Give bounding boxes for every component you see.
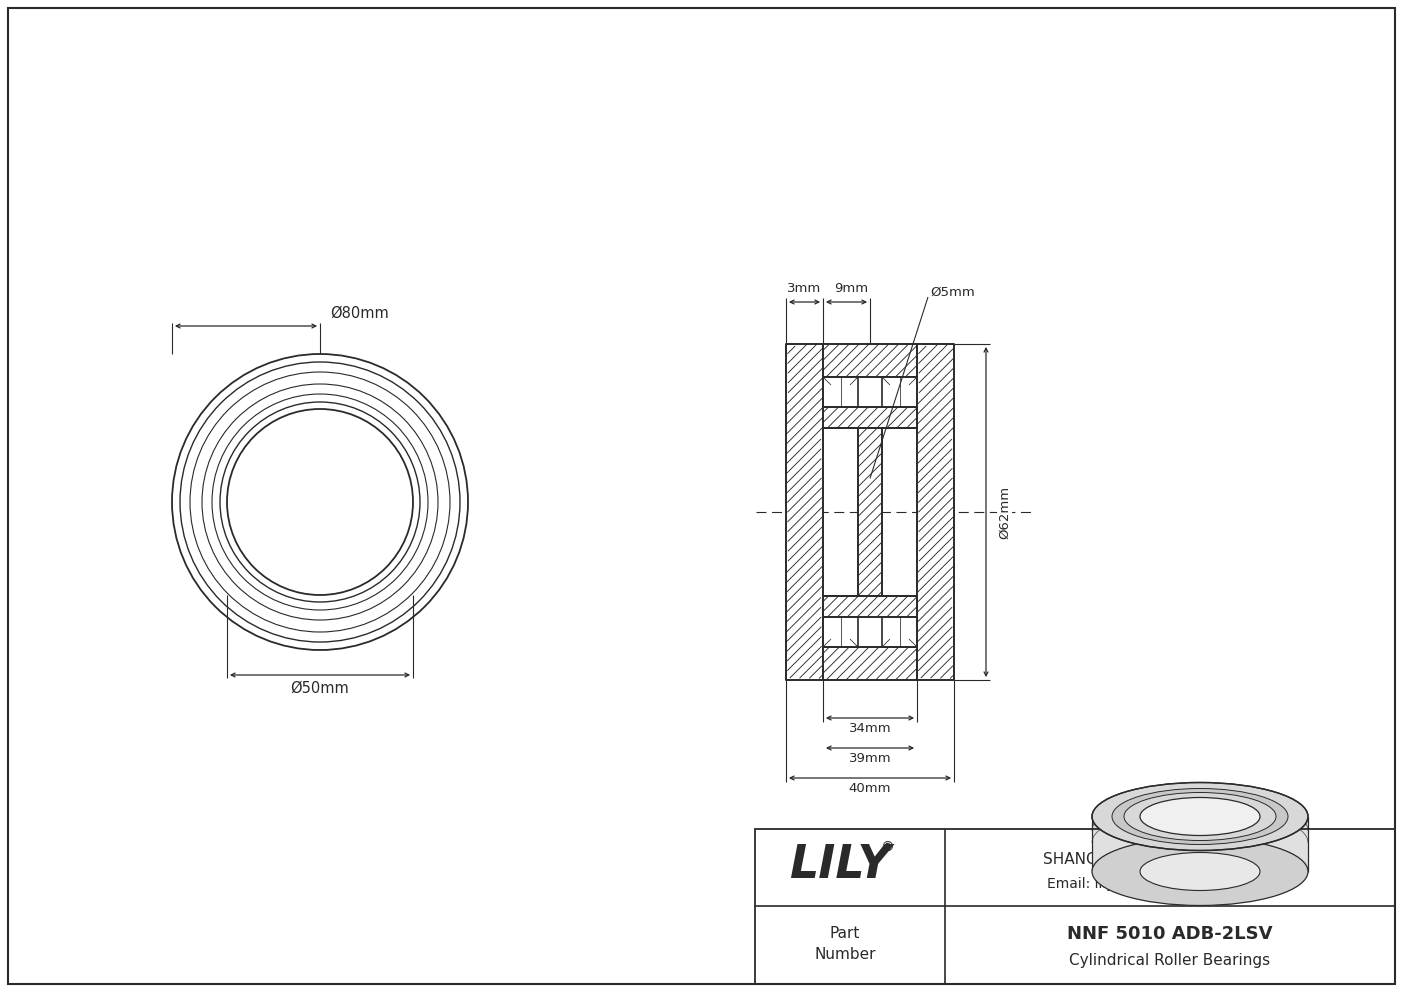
- Text: 40mm: 40mm: [849, 783, 891, 796]
- Ellipse shape: [1124, 793, 1275, 840]
- Text: SHANGHAI LILY BEARING LIMITED: SHANGHAI LILY BEARING LIMITED: [1042, 851, 1298, 866]
- Bar: [824, 407, 918, 428]
- Bar: [882, 377, 918, 407]
- Text: 9mm: 9mm: [835, 283, 868, 296]
- Bar: [755, 829, 1395, 984]
- Text: ®: ®: [880, 841, 894, 855]
- Text: Ø5mm: Ø5mm: [930, 286, 975, 299]
- Text: NNF 5010 ADB-2LSV: NNF 5010 ADB-2LSV: [1068, 925, 1273, 943]
- Text: LILY: LILY: [788, 843, 891, 889]
- Polygon shape: [1092, 816, 1308, 872]
- Text: 3mm: 3mm: [787, 283, 822, 296]
- Bar: [786, 344, 824, 680]
- Ellipse shape: [1141, 798, 1260, 835]
- Bar: [859, 428, 882, 596]
- Ellipse shape: [1092, 783, 1308, 850]
- Ellipse shape: [1092, 837, 1308, 906]
- Ellipse shape: [1141, 852, 1260, 891]
- Bar: [824, 596, 918, 617]
- Text: 34mm: 34mm: [849, 722, 891, 735]
- Ellipse shape: [1113, 789, 1288, 844]
- Bar: [918, 344, 954, 680]
- Text: Cylindrical Roller Bearings: Cylindrical Roller Bearings: [1069, 952, 1271, 967]
- Bar: [824, 647, 918, 680]
- Text: Part
Number: Part Number: [814, 926, 875, 962]
- Bar: [824, 344, 918, 377]
- Text: Ø80mm: Ø80mm: [331, 306, 390, 320]
- Bar: [824, 377, 859, 407]
- Bar: [824, 617, 859, 647]
- Bar: [882, 617, 918, 647]
- Text: Ø50mm: Ø50mm: [290, 681, 349, 695]
- Text: Email: lilybearing@lily-bearing.com: Email: lilybearing@lily-bearing.com: [1047, 877, 1294, 891]
- Text: 39mm: 39mm: [849, 753, 891, 766]
- Text: Ø62mm: Ø62mm: [998, 485, 1012, 539]
